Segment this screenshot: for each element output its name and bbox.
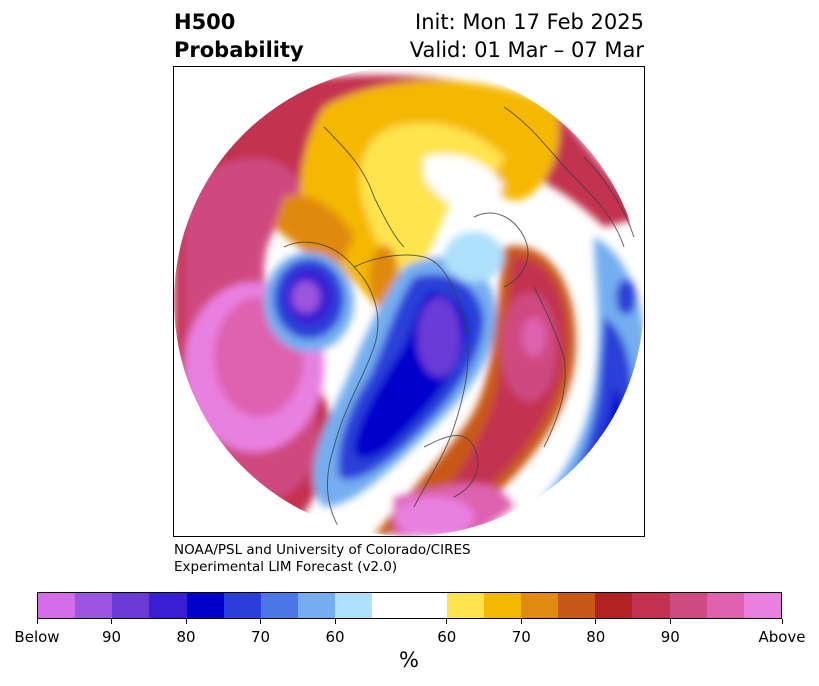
colorbar-tick-mark xyxy=(446,619,448,624)
title-line-2: Probability xyxy=(174,38,304,62)
colorbar-tick-mark xyxy=(260,619,261,624)
colorbar-swatch xyxy=(223,593,261,618)
colorbar-tick-label: 70 xyxy=(250,628,271,646)
colorbar-tick-mark xyxy=(781,619,783,624)
map-canvas xyxy=(174,67,644,536)
credit-line-1: NOAA/PSL and University of Colorado/CIRE… xyxy=(174,542,471,558)
init-date: Init: Mon 17 Feb 2025 xyxy=(415,10,644,34)
colorbar-tick-mark xyxy=(334,619,336,624)
colorbar xyxy=(37,592,782,619)
colorbar-swatch xyxy=(632,593,670,618)
colorbar-swatch xyxy=(112,593,150,618)
colorbar-swatch xyxy=(446,593,484,618)
colorbar-swatch xyxy=(521,593,559,618)
colorbar-swatch xyxy=(743,593,782,618)
credit-text: NOAA/PSL and University of Colorado/CIRE… xyxy=(174,542,471,576)
colorbar-swatch xyxy=(706,593,744,618)
colorbar-swatch xyxy=(298,593,336,618)
colorbar-swatch xyxy=(669,593,707,618)
colorbar-tick-mark xyxy=(595,619,597,624)
colorbar-tick-label: Below xyxy=(14,628,60,646)
title-line-1: H500 xyxy=(174,10,236,34)
colorbar-tick-label: 70 xyxy=(511,628,531,646)
colorbar-swatch xyxy=(149,593,187,618)
colorbar-swatch xyxy=(186,593,224,618)
colorbar-tick-label: 60 xyxy=(325,628,345,646)
date-info: Init: Mon 17 Feb 2025 Valid: 01 Mar – 07… xyxy=(410,8,644,64)
colorbar-unit: % xyxy=(399,648,419,672)
colorbar-tick-label: 60 xyxy=(437,628,457,646)
colorbar-tick-label: 80 xyxy=(176,628,196,646)
colorbar-swatch xyxy=(38,593,76,618)
colorbar-tick-label: 80 xyxy=(586,628,606,646)
colorbar-swatch xyxy=(335,593,373,618)
colorbar-swatch xyxy=(260,593,299,618)
colorbar-tick-label: 90 xyxy=(660,628,680,646)
colorbar-tick-mark xyxy=(111,619,112,624)
valid-range: Valid: 01 Mar – 07 Mar xyxy=(409,38,644,62)
coastlines xyxy=(283,106,635,536)
colorbar-swatch xyxy=(372,593,447,618)
colorbar-tick-label: 90 xyxy=(101,628,122,646)
colorbar-swatch xyxy=(558,593,596,618)
product-title: H500 Probability xyxy=(174,8,304,64)
colorbar-tick-mark xyxy=(36,619,38,624)
colorbar-tick-mark xyxy=(520,619,522,624)
forecast-map xyxy=(173,66,645,537)
credit-line-2: Experimental LIM Forecast (v2.0) xyxy=(174,559,398,575)
colorbar-tick-mark xyxy=(669,619,671,624)
colorbar-swatch xyxy=(75,593,113,618)
colorbar-tick-label: Above xyxy=(758,628,806,646)
colorbar-tick-mark xyxy=(185,619,187,624)
probability-field xyxy=(174,67,644,536)
colorbar-swatch xyxy=(483,593,522,618)
colorbar-swatch xyxy=(595,593,633,618)
